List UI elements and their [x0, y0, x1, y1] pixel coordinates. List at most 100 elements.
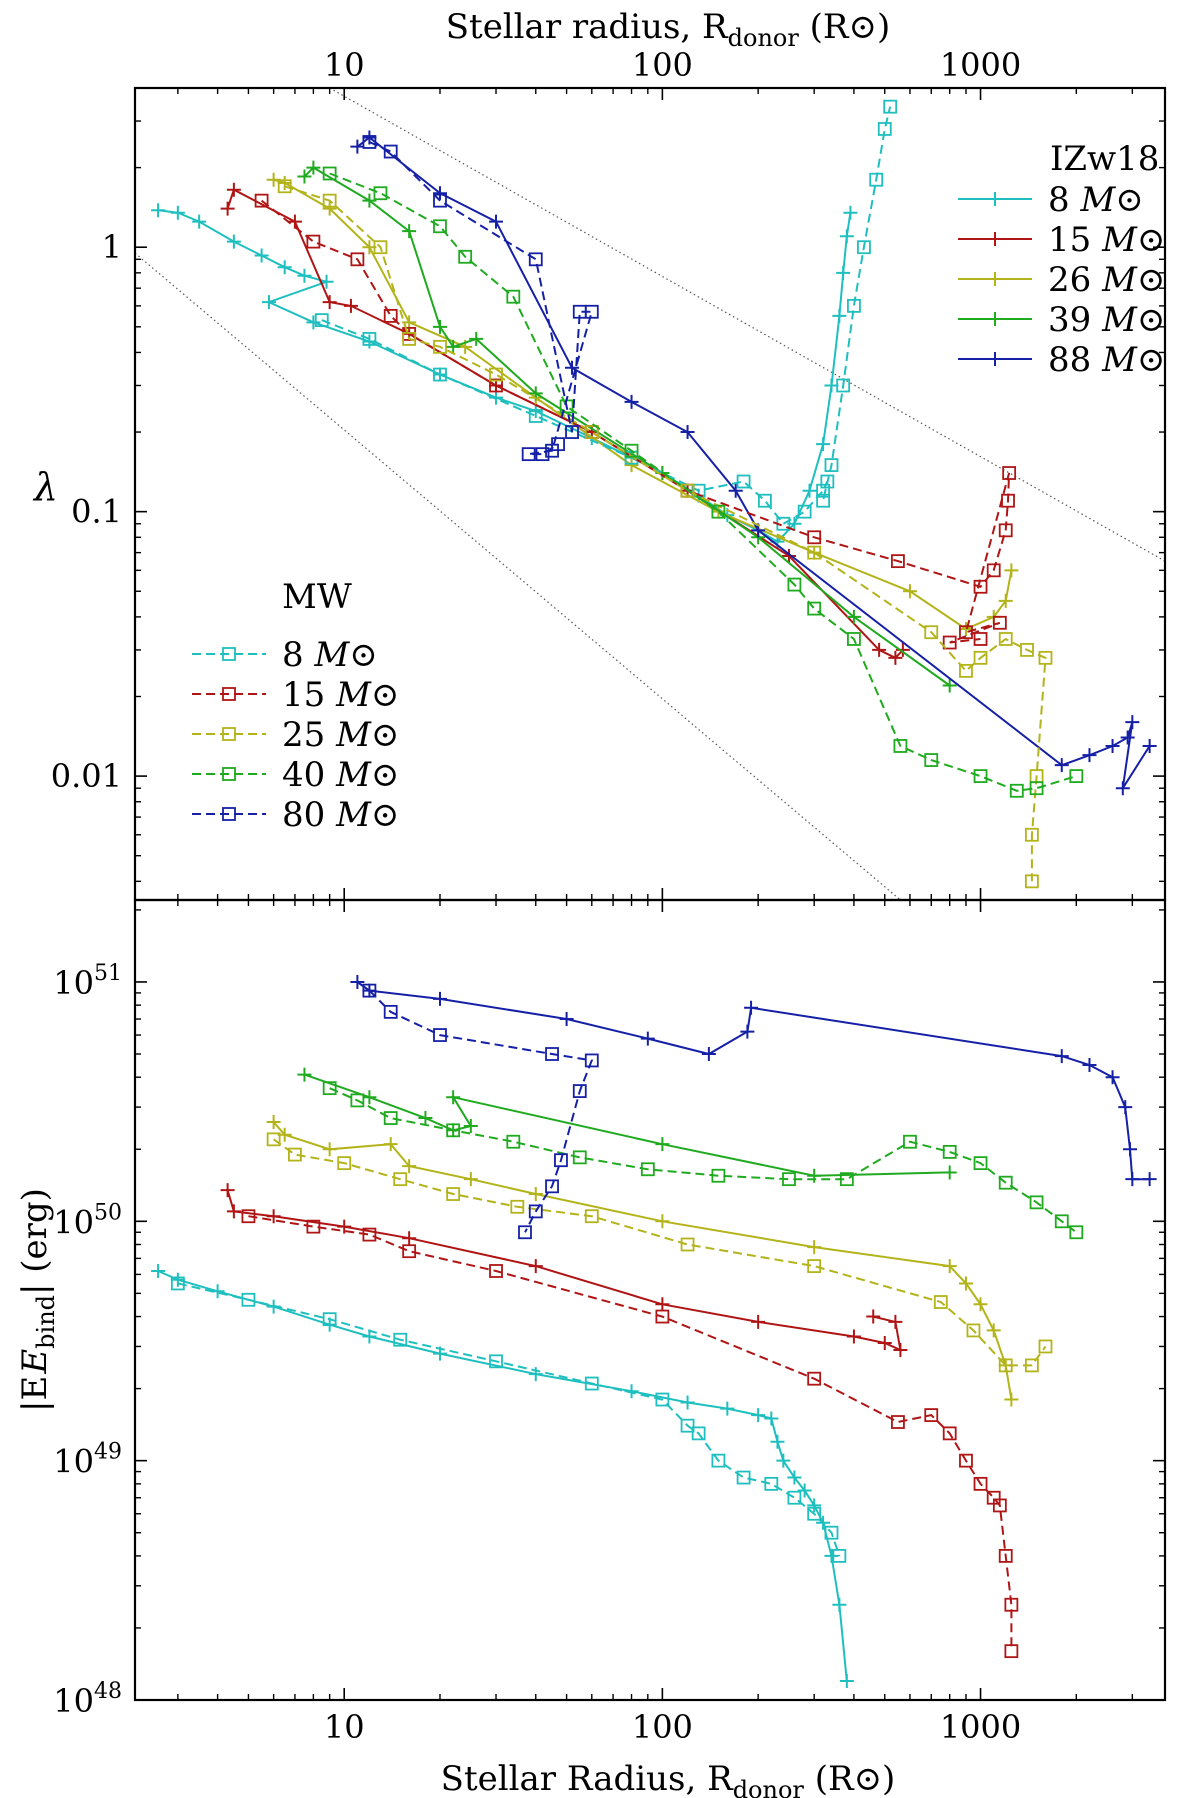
- bottom-series-0-point-7: [528, 1367, 543, 1382]
- top-series-4-point-0: [350, 139, 365, 154]
- top-series-8-point-0: [322, 166, 337, 181]
- bottom-series-8-line: [329, 1087, 1077, 1234]
- top-series-9-point-6: [584, 304, 599, 319]
- bottom-series-5-line: [177, 1282, 841, 1557]
- bottom-series-7-point-2: [337, 1156, 352, 1171]
- bottom-series-8-point-5: [572, 1150, 587, 1165]
- bottom-series-9-point-1: [383, 1004, 398, 1019]
- bottom-series-2: [266, 1114, 1019, 1407]
- top-series-5-line: [321, 106, 892, 526]
- top-series-9: [362, 135, 599, 462]
- top-series-8-point-13: [973, 769, 988, 784]
- bottom-series-7-point-9: [933, 1295, 948, 1309]
- bottom-series-9-line: [368, 989, 594, 1233]
- bottom-series-0-point-9: [680, 1395, 695, 1410]
- top-ytick-label: 0.01: [51, 757, 122, 795]
- bottom-series-4-point-0: [350, 974, 365, 989]
- bottom-series-2-point-2: [322, 1142, 337, 1157]
- legend-izw18-entry-1-label: 15 M⊙: [1048, 220, 1165, 260]
- bottom-series-8-point-1: [350, 1093, 365, 1108]
- bottom-xtick-label: 10: [324, 1708, 365, 1746]
- bottom-series-3-point-0: [297, 1067, 312, 1082]
- bottom-series-6-point-11: [973, 1476, 988, 1491]
- bottom-series-5-point-15: [832, 1548, 847, 1563]
- bottom-xlabel: Stellar Radius, Rdonor (R⊙): [441, 1759, 896, 1798]
- top-series-6-point-9: [891, 554, 905, 569]
- top-series-0-point-4: [254, 248, 269, 263]
- top-series-8-point-9: [807, 601, 822, 616]
- top-series-0-point-24: [824, 378, 839, 393]
- legend-mw-entry-4-label: 80 M⊙: [282, 795, 399, 835]
- bottom-ytick-label: 1050: [53, 1200, 122, 1241]
- bottom-series-2-point-9: [942, 1259, 957, 1274]
- bottom-series-6-point-1: [306, 1219, 321, 1234]
- top-series-6-point-14: [1002, 466, 1017, 480]
- top-series-6-point-12: [998, 523, 1013, 538]
- legend-mw: MW 8 M⊙15 M⊙25 M⊙40 M⊙80 M⊙: [192, 577, 399, 835]
- bottom-series-8-point-10: [903, 1134, 917, 1149]
- legend-mw-entry-3-label: 40 M⊙: [282, 755, 399, 795]
- top-series-3-point-0: [297, 169, 312, 184]
- bottom-series-6-point-2: [362, 1227, 377, 1242]
- bottom-series-8-point-14: [1029, 1195, 1044, 1210]
- top-series-3-point-4: [432, 319, 447, 334]
- bottom-series-3-point-6: [655, 1137, 670, 1152]
- top-series-4-point-3: [489, 214, 504, 229]
- legend-mw-entry-1: 15 M⊙: [192, 675, 399, 715]
- reference-line-0: [329, 88, 1165, 562]
- bottom-series-0-point-11: [751, 1408, 766, 1423]
- top-series-8: [322, 166, 1084, 798]
- legend-izw18-entry-0-marker: [988, 192, 1002, 206]
- bottom-series-7-point-12: [1024, 1358, 1039, 1373]
- bottom-series-1-point-1: [226, 1204, 241, 1219]
- bottom-series-7-point-6: [584, 1209, 599, 1224]
- legend-izw18: IZw18 8 M⊙15 M⊙26 M⊙39 M⊙88 M⊙: [958, 139, 1165, 380]
- bottom-series-1-point-3: [337, 1219, 352, 1234]
- top-ytick-label: 1: [102, 228, 122, 266]
- bottom-series-7-point-13: [1038, 1339, 1053, 1354]
- legend-izw18-title: IZw18: [1050, 139, 1159, 179]
- top-series-8-point-14: [1009, 783, 1024, 798]
- top-series-5: [314, 99, 898, 531]
- bottom-series-5-point-2: [322, 1312, 337, 1327]
- top-xtick-label: 1000: [940, 46, 1021, 84]
- legend-izw18-entry-3-marker: [988, 312, 1002, 326]
- bottom-series-6-point-13: [992, 1498, 1007, 1513]
- top-ytick-label: 0.1: [71, 493, 122, 531]
- bottom-series-5-point-5: [584, 1376, 599, 1391]
- bottom-series-7: [266, 1132, 1053, 1373]
- top-series-8-point-2: [433, 219, 447, 234]
- top-series-1-point-4: [343, 298, 358, 313]
- top-series-4-point-4: [565, 360, 580, 375]
- bottom-series-4-point-10: [1105, 1070, 1120, 1085]
- legend-mw-entry-3: 40 M⊙: [192, 755, 399, 795]
- top-series-1-point-9: [781, 548, 796, 563]
- bottom-series-5-point-1: [241, 1292, 256, 1307]
- top-series-8-point-10: [847, 632, 861, 646]
- bottom-series-4-point-5: [701, 1047, 716, 1062]
- top-series-4-point-13: [1125, 715, 1140, 730]
- bottom-series-6-point-9: [942, 1426, 957, 1441]
- top-series-6-point-5: [489, 378, 503, 393]
- top-series-7-point-0: [277, 179, 292, 194]
- top-series-7: [277, 179, 1053, 889]
- top-series-8-point-16: [1069, 769, 1084, 784]
- top-series-2-point-13: [998, 593, 1013, 608]
- bottom-series-2-point-14: [1004, 1392, 1019, 1407]
- top-series-0-point-8: [261, 295, 276, 310]
- top-series-6-point-17: [942, 635, 957, 650]
- bottom-series-2-point-11: [973, 1297, 988, 1312]
- bottom-series-4: [350, 974, 1157, 1187]
- top-series-8-point-4: [506, 289, 521, 304]
- bottom-series-3-point-2: [418, 1111, 433, 1126]
- top-series-6-point-18: [973, 632, 988, 646]
- bottom-series-0-point-19: [824, 1548, 839, 1563]
- bottom-series-0-point-8: [624, 1384, 639, 1399]
- top-series-1-point-11: [888, 650, 903, 665]
- bottom-series-6-point-0: [241, 1209, 256, 1224]
- bottom-series-0-point-17: [807, 1498, 822, 1513]
- top-series-2-point-9: [807, 545, 822, 560]
- bottom-panel-binding-energy: 10 100 1000 1048 1049 1050 1051: [53, 898, 1167, 1746]
- bottom-series-8-point-7: [711, 1168, 726, 1183]
- bottom-series-3-point-5: [446, 1090, 461, 1105]
